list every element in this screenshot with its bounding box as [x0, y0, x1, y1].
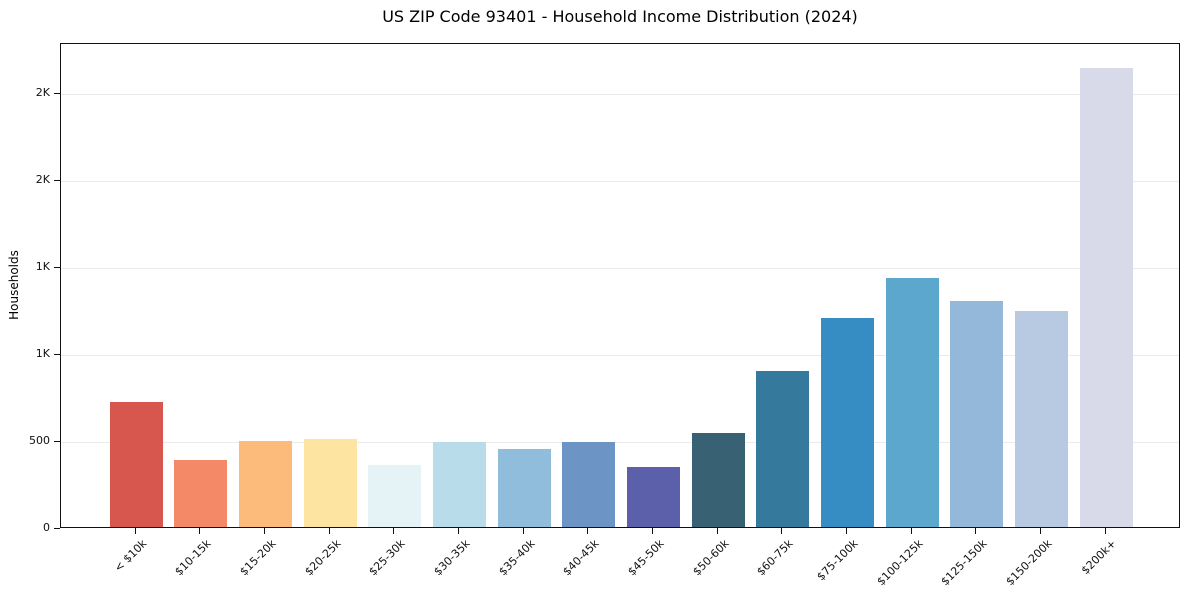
- x-tick-label: $45-50k: [625, 537, 667, 579]
- y-tick-mark: [54, 266, 60, 268]
- x-tick-label: $200k+: [1079, 537, 1120, 578]
- gridline-500: [61, 442, 1179, 444]
- bar-$45-50k: [626, 467, 680, 527]
- bar-$35-40k: [497, 449, 551, 527]
- bar-$150-200k: [1014, 311, 1068, 527]
- x-tick-mark: [845, 528, 848, 534]
- x-tick-mark: [263, 528, 266, 534]
- x-tick-mark: [393, 528, 395, 534]
- bar-$100-125k: [885, 278, 939, 527]
- y-tick-label: 0: [43, 521, 50, 534]
- bar-$20-25k: [303, 439, 357, 527]
- x-tick-label: $150-200k: [1003, 537, 1055, 589]
- gridline-2000: [61, 181, 1179, 183]
- x-tick-mark: [1039, 528, 1042, 534]
- gridline-2500: [61, 94, 1179, 96]
- y-tick-label: 2K: [35, 173, 50, 187]
- x-tick-label: $15-20k: [237, 537, 279, 579]
- x-tick-mark: [328, 528, 330, 534]
- plot-area: [60, 43, 1180, 528]
- x-tick-mark: [457, 528, 460, 534]
- x-tick-mark: [134, 528, 136, 534]
- gridline-1500: [61, 268, 1179, 270]
- x-tick-label: $60-75k: [754, 537, 796, 579]
- y-tick-label: 1K: [35, 347, 50, 361]
- y-tick-mark: [54, 179, 60, 182]
- y-tick-label: 1K: [35, 260, 50, 274]
- x-tick-label: $100-125k: [874, 537, 926, 589]
- x-tick-mark: [716, 528, 718, 534]
- x-tick-mark: [910, 528, 912, 534]
- y-tick-mark: [54, 353, 60, 355]
- x-tick-label: $75-100k: [814, 537, 861, 584]
- x-tick-label: $125-150k: [938, 537, 990, 589]
- y-tick-mark: [54, 440, 60, 442]
- x-tick-label: < $10k: [111, 537, 150, 575]
- bar-< $10k: [109, 401, 163, 527]
- y-tick-mark: [54, 527, 60, 529]
- chart-title: US ZIP Code 93401 - Household Income Dis…: [382, 7, 858, 26]
- bar-$50-60k: [691, 433, 745, 527]
- x-tick-mark: [587, 528, 589, 534]
- y-tick-mark: [54, 92, 60, 95]
- x-tick-label: $10-15k: [172, 537, 214, 579]
- bar-$25-30k: [368, 465, 422, 527]
- x-tick-mark: [651, 528, 654, 534]
- x-tick-label: $25-30k: [366, 537, 408, 579]
- bar-$125-150k: [950, 301, 1004, 527]
- y-axis-label: Households: [7, 250, 21, 320]
- bar-$30-35k: [432, 441, 486, 527]
- x-tick-label: $30-35k: [431, 537, 473, 579]
- x-tick-mark: [975, 528, 977, 534]
- x-tick-label: $35-40k: [495, 537, 538, 579]
- x-tick-mark: [1104, 528, 1106, 534]
- x-tick-mark: [781, 528, 783, 534]
- gridline-1000: [61, 355, 1179, 357]
- x-tick-mark: [522, 528, 524, 534]
- y-tick-label: 2K: [35, 86, 50, 100]
- bar-$75-100k: [820, 318, 874, 527]
- x-tick-label: $50-60k: [689, 537, 732, 579]
- x-tick-label: $40-45k: [560, 537, 602, 579]
- x-tick-mark: [199, 528, 201, 534]
- bar-$200k+: [1079, 68, 1133, 527]
- x-tick-label: $20-25k: [301, 537, 344, 579]
- bar-$15-20k: [238, 441, 292, 527]
- bar-$40-45k: [562, 442, 616, 527]
- bar-$60-75k: [756, 371, 810, 527]
- bar-$10-15k: [174, 460, 228, 527]
- y-tick-label: 500: [29, 434, 50, 448]
